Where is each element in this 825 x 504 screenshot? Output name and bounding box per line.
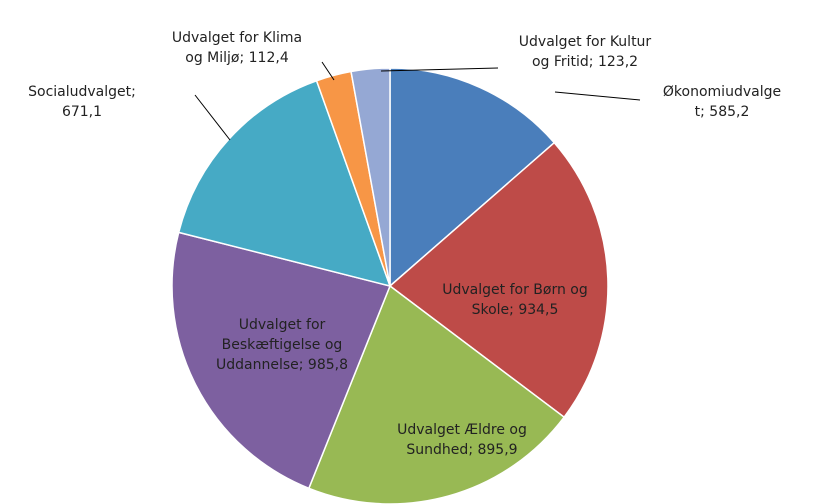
label-separator: ; <box>468 442 474 458</box>
pie-slice <box>307 284 566 504</box>
label-separator: ; <box>298 357 304 373</box>
pie-slice <box>177 79 392 288</box>
value-label: 934,5 <box>518 302 559 318</box>
pie-slice <box>389 67 556 288</box>
pie-slice <box>171 231 392 490</box>
data-label: Udvalget for Børn og Skole; 934,5 <box>435 280 595 320</box>
category-name: Udvalget for Kultur og Fritid <box>518 34 652 70</box>
value-label: 123,2 <box>597 54 639 70</box>
value-label: 112,4 <box>248 50 289 66</box>
leader-line <box>194 94 231 141</box>
value-label: 895,9 <box>477 442 518 458</box>
data-label: Udvalget for Beskæftigelse og Uddannelse… <box>197 315 367 375</box>
category-name: Udvalget for Børn og Skole <box>442 282 588 318</box>
pie-slice <box>388 141 609 419</box>
leader-line <box>380 67 499 72</box>
leader-line <box>321 61 335 81</box>
label-separator: ; <box>131 84 136 100</box>
label-separator: ; <box>509 302 514 318</box>
pie-slice <box>350 67 391 287</box>
data-label: Socialudvalget; 671,1 <box>12 82 152 122</box>
value-label: 985,8 <box>307 357 349 373</box>
category-name: Udvalget for Klima og Miljø <box>171 30 303 66</box>
data-label: Udvalget Ældre og Sundhed; 895,9 <box>375 420 550 460</box>
data-label: Økonomiudvalget; 585,2 <box>658 82 786 122</box>
value-label: 671,1 <box>61 104 103 120</box>
leader-line <box>554 91 641 101</box>
value-label: 585,2 <box>709 104 750 120</box>
category-name: Socialudvalget <box>28 84 132 100</box>
category-name: Udvalget for Beskæftigelse og Uddannelse <box>215 317 343 373</box>
data-label: Udvalget for Kultur og Fritid; 123,2 <box>510 32 660 72</box>
label-separator: ; <box>700 104 705 120</box>
category-name: Økonomiudvalget <box>662 84 782 120</box>
label-separator: ; <box>588 54 594 70</box>
category-name: Udvalget Ældre og Sundhed <box>397 422 527 458</box>
label-separator: ; <box>239 50 245 66</box>
data-label: Udvalget for Klima og Miljø; 112,4 <box>162 28 312 68</box>
